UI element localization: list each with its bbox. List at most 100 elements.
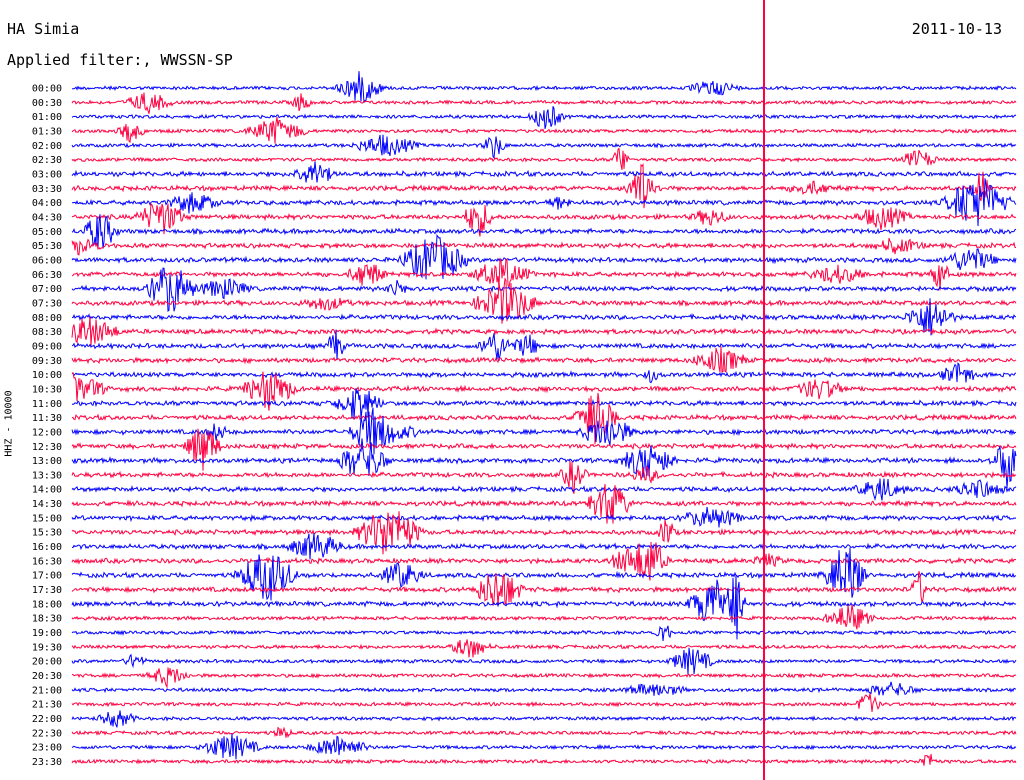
time-tick-label: 05:30 bbox=[32, 241, 62, 252]
time-tick-label: 17:30 bbox=[32, 585, 62, 596]
time-tick-label: 09:00 bbox=[32, 341, 62, 352]
time-tick-label: 17:00 bbox=[32, 571, 62, 582]
seismic-trace bbox=[71, 639, 1017, 658]
seismic-trace bbox=[71, 71, 1017, 103]
seismic-trace bbox=[71, 388, 1017, 420]
time-tick-label: 23:30 bbox=[32, 757, 62, 768]
seismic-trace bbox=[71, 277, 1017, 324]
time-tick-label: 14:00 bbox=[32, 485, 62, 496]
time-tick-label: 04:30 bbox=[32, 212, 62, 223]
seismic-trace bbox=[71, 604, 1017, 630]
time-tick-label: 02:30 bbox=[32, 155, 62, 166]
time-tick-label: 05:00 bbox=[32, 227, 62, 238]
time-tick-label: 02:00 bbox=[32, 141, 62, 152]
time-tick-label: 03:00 bbox=[32, 169, 62, 180]
seismic-trace bbox=[71, 234, 1017, 280]
time-tick-label: 20:00 bbox=[32, 657, 62, 668]
seismic-trace bbox=[71, 667, 1017, 689]
seismic-trace bbox=[71, 541, 1017, 581]
time-tick-label: 13:00 bbox=[32, 456, 62, 467]
time-tick-label: 22:00 bbox=[32, 714, 62, 725]
time-tick-label: 19:30 bbox=[32, 642, 62, 653]
seismic-trace bbox=[71, 710, 1017, 728]
seismic-trace bbox=[72, 178, 1017, 227]
filter-label: Applied filter:, WWSSN-SP bbox=[7, 51, 233, 69]
seismic-trace bbox=[71, 106, 1017, 130]
seismic-trace bbox=[71, 483, 1017, 524]
time-tick-label: 12:30 bbox=[32, 442, 62, 453]
time-tick-label: 00:30 bbox=[32, 98, 62, 109]
time-tick-label: 18:00 bbox=[32, 599, 62, 610]
seismic-trace bbox=[71, 329, 1017, 361]
time-tick-label: 08:30 bbox=[32, 327, 62, 338]
time-tick-label: 16:30 bbox=[32, 556, 62, 567]
time-tick-label: 03:30 bbox=[32, 184, 62, 195]
seismic-trace bbox=[71, 428, 1017, 471]
time-tick-label: 01:00 bbox=[32, 112, 62, 123]
time-tick-label: 13:30 bbox=[32, 470, 62, 481]
time-tick-label: 07:00 bbox=[32, 284, 62, 295]
time-tick-label: 16:00 bbox=[32, 542, 62, 553]
time-tick-label: 14:30 bbox=[32, 499, 62, 510]
time-tick-label: 21:30 bbox=[32, 700, 62, 711]
seismic-trace bbox=[72, 532, 1017, 560]
seismic-trace bbox=[71, 753, 1017, 766]
time-tick-label: 06:00 bbox=[32, 255, 62, 266]
seismic-trace bbox=[71, 511, 1017, 555]
time-tick-label: 09:30 bbox=[32, 356, 62, 367]
seismic-trace bbox=[71, 117, 1017, 144]
seismic-trace bbox=[71, 316, 1017, 346]
seismic-trace bbox=[71, 407, 1017, 455]
seismic-trace bbox=[71, 147, 1017, 170]
time-tick-label: 10:30 bbox=[32, 384, 62, 395]
seismic-trace bbox=[71, 438, 1017, 489]
time-tick-label: 10:00 bbox=[32, 370, 62, 381]
seismic-trace bbox=[71, 392, 1017, 445]
time-tick-label: 20:30 bbox=[32, 671, 62, 682]
seismic-trace bbox=[71, 681, 1017, 696]
time-tick-label: 01:30 bbox=[32, 126, 62, 137]
time-tick-label: 23:00 bbox=[32, 743, 62, 754]
seismic-trace bbox=[71, 237, 1017, 256]
time-tick-label: 04:00 bbox=[32, 198, 62, 209]
time-tick-label: 15:30 bbox=[32, 528, 62, 539]
station-title: HA Simia bbox=[7, 20, 80, 38]
seismic-trace bbox=[71, 733, 1017, 760]
seismic-trace bbox=[71, 506, 1017, 528]
time-tick-label: 06:30 bbox=[32, 270, 62, 281]
time-tick-label: 22:30 bbox=[32, 728, 62, 739]
seismic-trace bbox=[71, 202, 1017, 237]
seismic-trace bbox=[71, 134, 1017, 160]
seismic-trace bbox=[71, 267, 1017, 313]
seismic-trace bbox=[71, 257, 1017, 291]
seismic-trace bbox=[71, 161, 1017, 183]
seismic-trace bbox=[71, 693, 1017, 713]
seismic-trace bbox=[71, 362, 1017, 384]
seismic-trace bbox=[71, 571, 1017, 606]
seismic-trace bbox=[71, 478, 1017, 501]
time-tick-label: 00:00 bbox=[32, 84, 62, 95]
seismic-trace bbox=[71, 371, 1017, 411]
time-tick-label: 08:00 bbox=[32, 313, 62, 324]
seismic-trace bbox=[71, 647, 1017, 675]
time-tick-label: 11:30 bbox=[32, 413, 62, 424]
seismic-trace bbox=[71, 298, 1017, 336]
seismic-trace bbox=[71, 163, 1017, 209]
time-tick-label: 12:00 bbox=[32, 427, 62, 438]
time-tick-label: 11:00 bbox=[32, 399, 62, 410]
date-label: 2011-10-13 bbox=[911, 20, 1002, 38]
time-tick-label: 18:30 bbox=[32, 614, 62, 625]
time-tick-label: 19:00 bbox=[32, 628, 62, 639]
seismic-trace bbox=[71, 460, 1017, 494]
time-tick-label: 21:00 bbox=[32, 685, 62, 696]
time-tick-label: 15:00 bbox=[32, 513, 62, 524]
time-tick-label: 07:30 bbox=[32, 298, 62, 309]
seismic-trace bbox=[71, 547, 1016, 601]
seismic-trace bbox=[71, 726, 1017, 739]
seismic-trace bbox=[71, 574, 1017, 640]
seismic-trace bbox=[71, 625, 1016, 642]
seismic-trace bbox=[71, 346, 1017, 373]
seismic-trace bbox=[71, 214, 1017, 249]
seismic-trace bbox=[71, 92, 1017, 114]
